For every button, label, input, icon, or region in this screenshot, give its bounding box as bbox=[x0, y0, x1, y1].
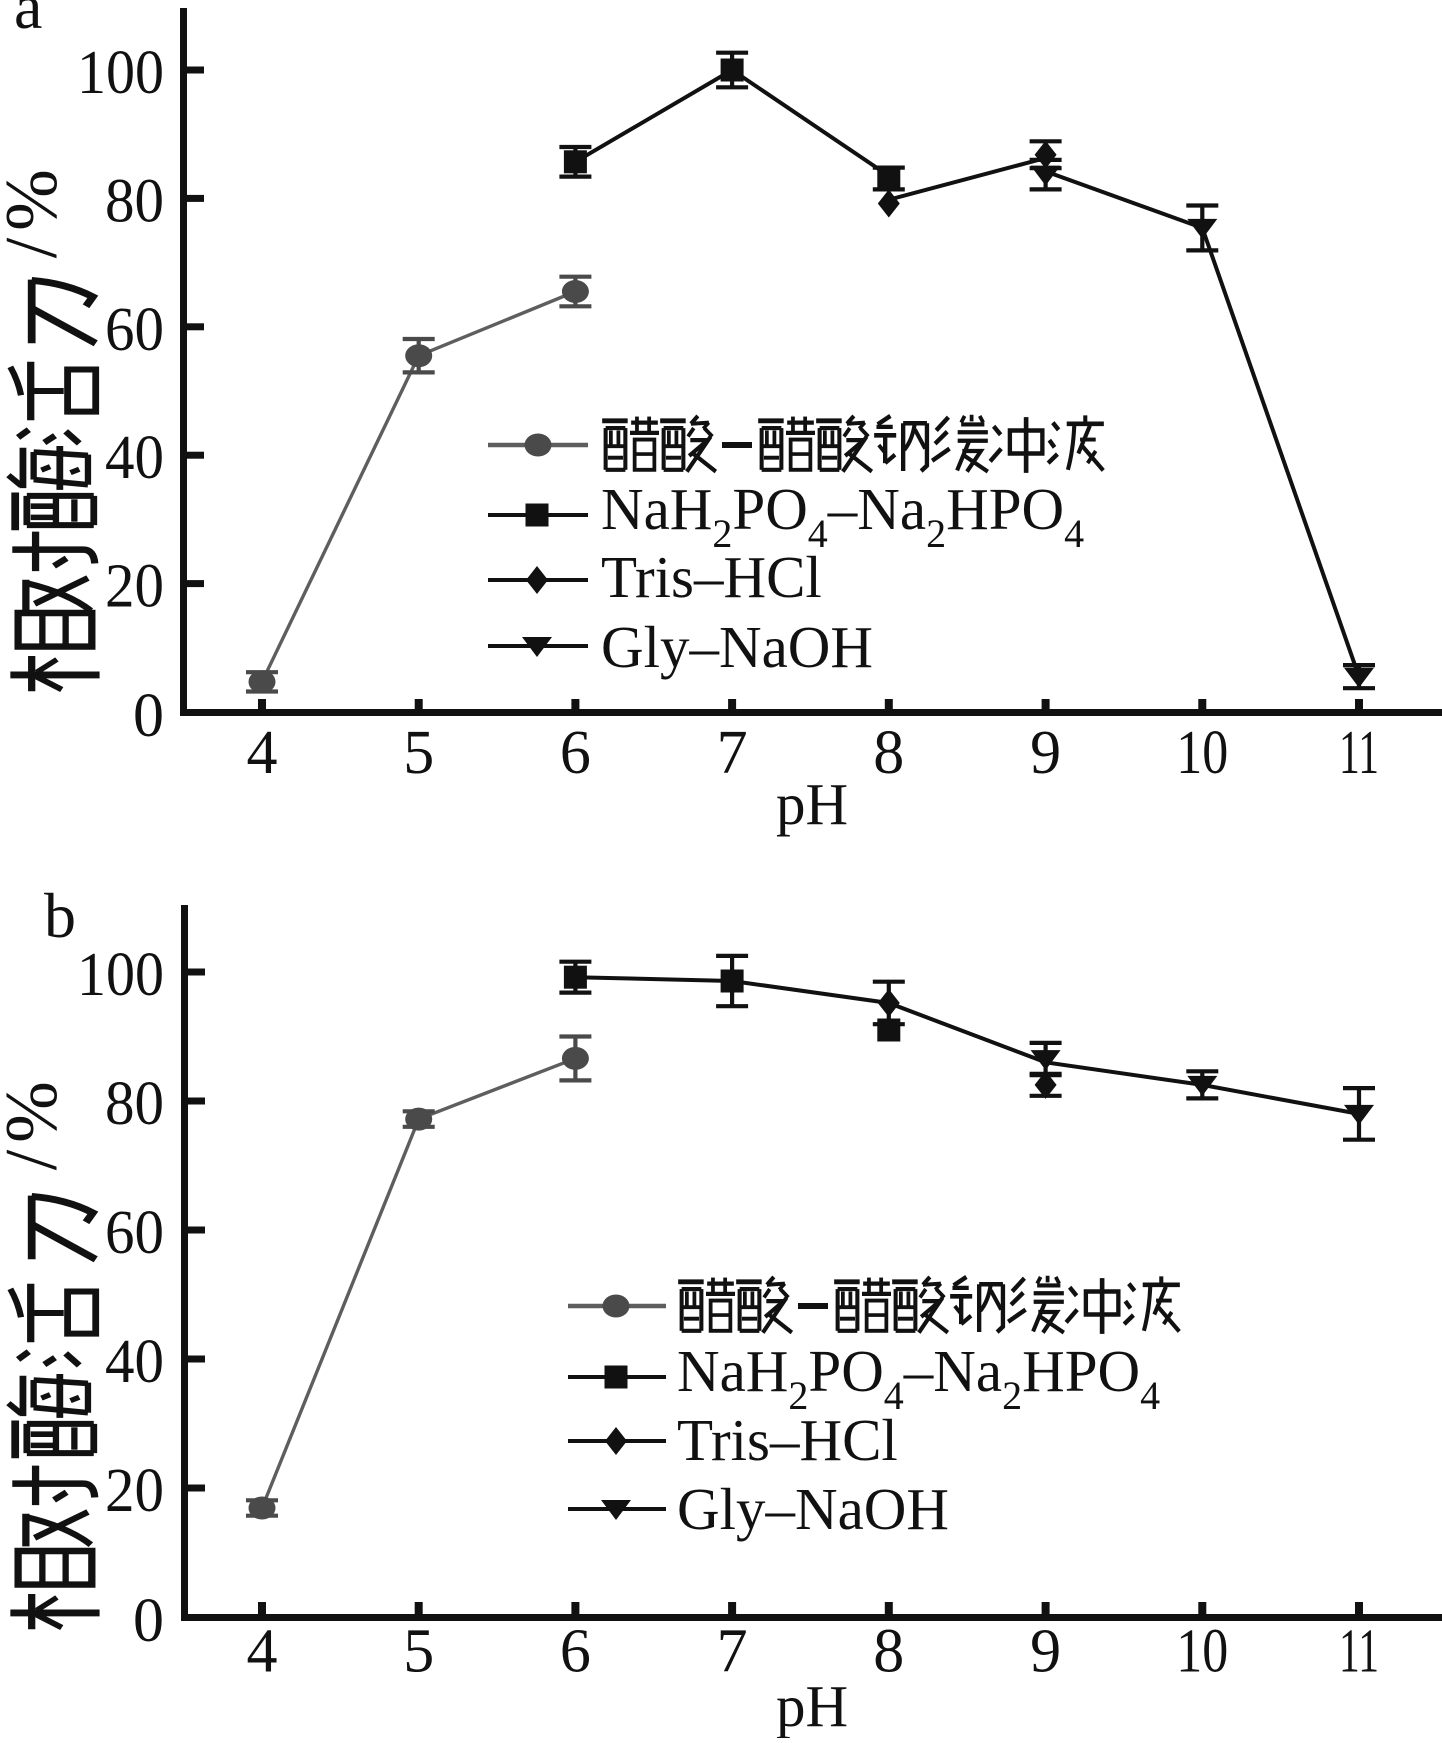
svg-text:8: 8 bbox=[873, 1618, 904, 1686]
svg-text:pH: pH bbox=[776, 1673, 848, 1738]
svg-text:4: 4 bbox=[1064, 511, 1084, 556]
svg-text:Tris–HCl: Tris–HCl bbox=[601, 544, 822, 610]
svg-text:10: 10 bbox=[1176, 719, 1228, 787]
svg-text:4: 4 bbox=[247, 719, 278, 787]
svg-text:9: 9 bbox=[1030, 719, 1061, 787]
svg-text:PO: PO bbox=[808, 1338, 883, 1404]
svg-text:7: 7 bbox=[717, 719, 748, 787]
svg-text:b: b bbox=[44, 880, 76, 951]
svg-text:11: 11 bbox=[1339, 1618, 1379, 1686]
svg-text:2: 2 bbox=[788, 1373, 808, 1418]
svg-text:5: 5 bbox=[403, 719, 434, 787]
svg-text:6: 6 bbox=[560, 719, 591, 787]
svg-text:HPO: HPO bbox=[1022, 1338, 1140, 1404]
svg-text:11: 11 bbox=[1339, 719, 1379, 787]
svg-text:0: 0 bbox=[133, 1587, 164, 1655]
svg-text:4: 4 bbox=[1140, 1373, 1160, 1418]
svg-text:–: – bbox=[827, 476, 858, 542]
svg-text:a: a bbox=[14, 0, 42, 42]
svg-text:Na: Na bbox=[933, 1338, 1002, 1404]
svg-text:/: / bbox=[0, 237, 73, 258]
svg-text:8: 8 bbox=[873, 719, 904, 787]
svg-text:%: % bbox=[0, 1081, 73, 1143]
svg-text:4: 4 bbox=[808, 511, 828, 556]
svg-text:4: 4 bbox=[247, 1618, 278, 1686]
svg-text:4: 4 bbox=[884, 1373, 904, 1418]
svg-text:40: 40 bbox=[105, 424, 164, 492]
svg-text:2: 2 bbox=[926, 511, 946, 556]
svg-text:2: 2 bbox=[1002, 1373, 1022, 1418]
svg-text:100: 100 bbox=[77, 941, 164, 1009]
svg-text:10: 10 bbox=[1176, 1618, 1228, 1686]
svg-text:NaH: NaH bbox=[601, 476, 712, 542]
svg-text:Gly–NaOH: Gly–NaOH bbox=[601, 614, 873, 680]
svg-text:9: 9 bbox=[1030, 1618, 1061, 1686]
svg-text:5: 5 bbox=[403, 1618, 434, 1686]
svg-text:80: 80 bbox=[105, 1070, 164, 1138]
svg-text:pH: pH bbox=[776, 771, 848, 837]
svg-text:20: 20 bbox=[105, 553, 164, 621]
svg-text:40: 40 bbox=[105, 1328, 164, 1396]
svg-text:%: % bbox=[0, 169, 73, 231]
svg-text:Gly–NaOH: Gly–NaOH bbox=[677, 1476, 949, 1542]
svg-text:60: 60 bbox=[105, 296, 164, 364]
svg-text:2: 2 bbox=[712, 511, 732, 556]
svg-text:7: 7 bbox=[717, 1618, 748, 1686]
svg-text:Tris–HCl: Tris–HCl bbox=[677, 1407, 898, 1473]
svg-text:HPO: HPO bbox=[946, 476, 1064, 542]
svg-text:Na: Na bbox=[857, 476, 926, 542]
svg-text:60: 60 bbox=[105, 1199, 164, 1267]
svg-text:6: 6 bbox=[560, 1618, 591, 1686]
svg-text:80: 80 bbox=[105, 167, 164, 235]
svg-text:20: 20 bbox=[105, 1457, 164, 1525]
svg-text:100: 100 bbox=[77, 39, 164, 107]
svg-text:/: / bbox=[0, 1149, 73, 1170]
svg-text:PO: PO bbox=[732, 476, 807, 542]
svg-text:NaH: NaH bbox=[677, 1338, 788, 1404]
svg-text:–: – bbox=[903, 1338, 934, 1404]
svg-text:0: 0 bbox=[133, 682, 164, 750]
